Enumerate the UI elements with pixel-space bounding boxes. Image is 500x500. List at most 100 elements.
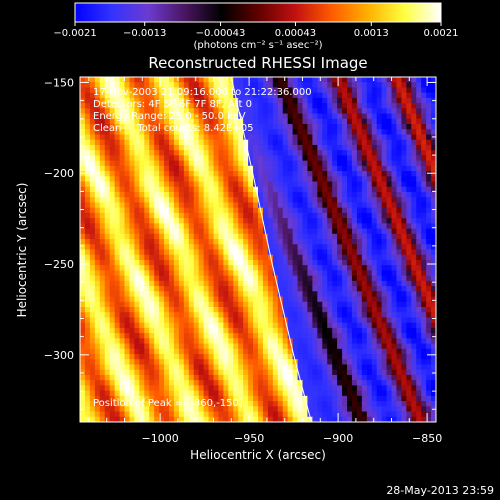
heatmap-cell [396, 338, 402, 345]
heatmap-cell [421, 301, 427, 308]
heatmap-cell [94, 92, 101, 99]
heatmap-cell [332, 322, 338, 329]
heatmap-cell [322, 239, 328, 245]
heatmap-cell [134, 202, 140, 209]
heatmap-cell [371, 348, 378, 355]
heatmap-cell [198, 207, 205, 214]
heatmap-cell [297, 259, 304, 266]
heatmap-cell [391, 77, 398, 83]
heatmap-cell [297, 364, 304, 371]
heatmap-cell [267, 317, 274, 324]
heatmap-cell [114, 374, 121, 381]
heatmap-cell [173, 312, 180, 319]
heatmap-cell [208, 228, 215, 235]
heatmap-cell [351, 265, 358, 272]
heatmap-cell [243, 411, 249, 418]
heatmap-cell [386, 181, 393, 188]
heatmap-cell [109, 354, 116, 360]
heatmap-cell [262, 338, 269, 345]
heatmap-cell [149, 401, 155, 407]
solar-limb-curve [230, 77, 312, 422]
heatmap-cell [139, 286, 145, 292]
heatmap-cell [411, 124, 417, 130]
heatmap-cell [188, 343, 195, 350]
heatmap-cell [371, 327, 378, 334]
heatmap-cell [144, 150, 150, 157]
heatmap-cell [213, 322, 220, 329]
heatmap-cell [366, 307, 373, 313]
heatmap-cell [129, 181, 135, 188]
heatmap-cell [188, 181, 195, 188]
heatmap-cell [307, 401, 313, 407]
heatmap-cell [233, 223, 239, 230]
heatmap-cell [282, 322, 289, 329]
heatmap-cell [173, 197, 180, 204]
heatmap-cell [159, 307, 165, 313]
heatmap-cell [159, 197, 165, 204]
heatmap-cell [258, 228, 264, 235]
heatmap-cell [322, 291, 328, 298]
heatmap-cell [396, 233, 402, 240]
heatmap-cell [144, 307, 150, 313]
heatmap-cell [351, 113, 358, 120]
heatmap-cell [124, 333, 131, 339]
heatmap-cell [94, 150, 101, 157]
heatmap-cell [164, 338, 170, 345]
heatmap-cell [183, 228, 190, 235]
heatmap-cell [297, 150, 304, 157]
heatmap-cell [327, 212, 333, 219]
heatmap-cell [188, 348, 195, 355]
heatmap-cell [149, 192, 155, 198]
heatmap-cell [356, 333, 363, 339]
heatmap-cell [376, 218, 383, 224]
heatmap-cell [342, 192, 348, 198]
heatmap-cell [203, 406, 210, 413]
heatmap-cell [396, 401, 402, 407]
heatmap-cell [366, 333, 373, 339]
heatmap-cell [223, 202, 229, 209]
heatmap-cell [406, 369, 412, 376]
heatmap-cell [149, 176, 155, 183]
heatmap-cell [401, 77, 407, 83]
heatmap-cell [361, 338, 368, 345]
heatmap-cell [183, 108, 190, 115]
heatmap-cell [169, 254, 175, 261]
y-tick-label: −300 [44, 349, 74, 362]
heatmap-cell [347, 186, 353, 193]
heatmap-cell [218, 118, 224, 125]
heatmap-cell [84, 176, 91, 183]
heatmap-cell [84, 139, 91, 146]
heatmap-cell [302, 124, 309, 130]
heatmap-cell [84, 359, 91, 366]
heatmap-cell [277, 333, 284, 339]
heatmap-cell [401, 244, 407, 251]
heatmap-cell [119, 176, 126, 183]
heatmap-cell [272, 369, 279, 376]
heatmap-cell [223, 77, 229, 83]
heatmap-cell [178, 291, 185, 298]
heatmap-cell [94, 338, 101, 345]
heatmap-cell [198, 359, 205, 366]
heatmap-cell [119, 411, 126, 418]
heatmap-cell [351, 87, 358, 94]
heatmap-cell [426, 390, 432, 397]
heatmap-cell [119, 259, 126, 266]
heatmap-cell [337, 416, 343, 422]
heatmap-cell [416, 150, 422, 157]
heatmap-cell [258, 327, 264, 334]
heatmap-cell [149, 338, 155, 345]
heatmap-cell [342, 197, 348, 204]
heatmap-cell [134, 82, 140, 89]
heatmap-cell [228, 359, 234, 366]
heatmap-cell [238, 270, 244, 277]
heatmap-cell [193, 239, 200, 245]
heatmap-cell [248, 144, 254, 151]
heatmap-cell [277, 286, 284, 292]
heatmap-cell [119, 124, 126, 130]
heatmap-cell [376, 165, 383, 172]
heatmap-cell [89, 280, 96, 287]
heatmap-cell [307, 280, 313, 287]
heatmap-cell [416, 176, 422, 183]
heatmap-cell [89, 275, 96, 282]
heatmap-cell [193, 374, 200, 381]
